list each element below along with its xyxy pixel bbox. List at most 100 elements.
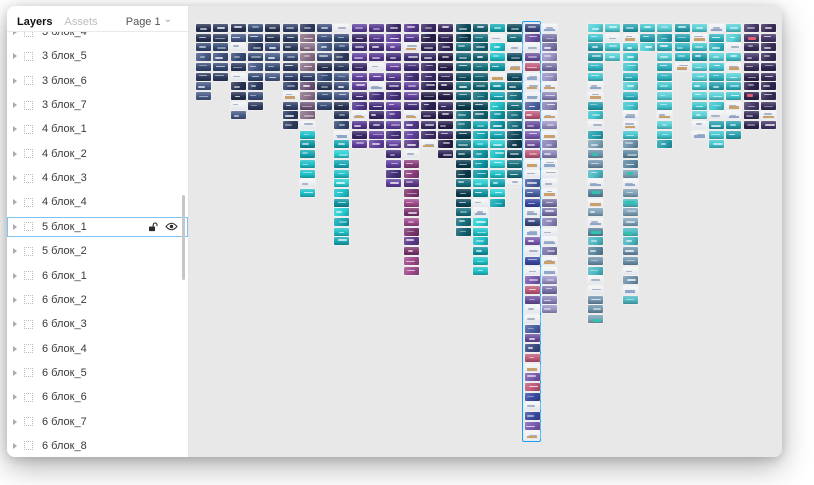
frame-thumbnail[interactable] [334,33,350,42]
frame-thumbnail[interactable] [588,62,603,71]
frame-thumbnail[interactable] [743,33,759,42]
frame-thumbnail[interactable] [472,91,488,100]
layer-row[interactable]: 6 блок_8 [7,434,188,457]
frame-thumbnail[interactable] [420,111,436,120]
frame-thumbnail[interactable] [403,247,419,256]
frame-thumbnail[interactable] [542,82,557,91]
disclosure-triangle-icon[interactable] [13,345,17,352]
frame-thumbnail[interactable] [403,24,419,32]
frame-thumbnail[interactable] [230,53,246,62]
frame-thumbnail[interactable] [490,121,506,129]
frame-thumbnail[interactable] [524,363,540,372]
layer-row[interactable]: 5 блок_1 [7,215,188,239]
frame-thumbnail[interactable] [369,53,384,62]
frame-thumbnail[interactable] [403,140,419,149]
layer-row[interactable]: 4 блок_3 [7,166,188,190]
frame-thumbnail[interactable] [386,140,402,149]
frame-thumbnail[interactable] [230,33,246,42]
frame-thumbnail[interactable] [265,72,281,81]
frame-thumbnail[interactable] [542,179,557,188]
frame-thumbnail[interactable] [507,24,523,32]
frame-thumbnail[interactable] [542,150,557,159]
frame-thumbnail[interactable] [507,62,523,71]
frame-thumbnail[interactable] [403,208,419,217]
frame-thumbnail[interactable] [542,285,557,294]
frame-thumbnail[interactable] [265,33,281,42]
frame-thumbnail[interactable] [490,72,506,81]
frame-thumbnail[interactable] [542,101,557,110]
frame-thumbnail[interactable] [507,130,523,139]
frame-thumbnail[interactable] [334,62,350,71]
frame-thumbnail[interactable] [761,72,776,81]
frame-thumbnail[interactable] [351,111,367,120]
frame-thumbnail[interactable] [403,150,419,159]
frame-thumbnail[interactable] [472,227,488,236]
frame-thumbnail[interactable] [507,101,523,110]
disclosure-triangle-icon[interactable] [13,150,17,157]
frame-thumbnail[interactable] [542,111,557,120]
frame-thumbnail[interactable] [622,179,638,188]
frame-thumbnail[interactable] [282,111,298,120]
frame-thumbnail[interactable] [369,82,384,91]
frame-thumbnail[interactable] [282,33,298,42]
frame-thumbnail[interactable] [743,101,759,110]
frame-thumbnail[interactable] [213,43,229,52]
frame-thumbnail[interactable] [369,140,384,149]
frame-thumbnail[interactable] [507,179,523,188]
frame-thumbnail[interactable] [282,62,298,71]
frame-thumbnail[interactable] [455,150,471,159]
frame-thumbnail[interactable] [639,24,655,32]
frame-thumbnail[interactable] [247,53,263,62]
frame-thumbnail[interactable] [524,82,540,91]
frame-thumbnail[interactable] [334,237,350,246]
frame-thumbnail[interactable] [247,24,263,32]
frame-thumbnail[interactable] [605,53,621,62]
frame-thumbnail[interactable] [369,101,384,110]
frame-thumbnail[interactable] [542,169,557,178]
frame-thumbnail[interactable] [472,218,488,226]
frame-thumbnail[interactable] [709,62,725,71]
frame-thumbnail[interactable] [622,188,638,197]
disclosure-triangle-icon[interactable] [13,296,17,303]
frame-thumbnail[interactable] [726,33,742,42]
frame-thumbnail[interactable] [691,121,707,129]
frame-thumbnail[interactable] [472,256,488,265]
frame-thumbnail[interactable] [317,24,333,32]
frame-thumbnail[interactable] [351,91,367,100]
frame-thumbnail[interactable] [299,179,315,188]
frame-thumbnail[interactable] [542,43,557,52]
frame-thumbnail[interactable] [351,82,367,91]
frame-thumbnail[interactable] [588,150,603,159]
frame-thumbnail[interactable] [691,33,707,42]
frame-thumbnail[interactable] [588,198,603,207]
frame-thumbnail[interactable] [403,256,419,265]
frame-thumbnail[interactable] [622,150,638,159]
frame-thumbnail[interactable] [709,140,725,149]
frame-thumbnail[interactable] [542,188,557,197]
frame-thumbnail[interactable] [351,53,367,62]
page-selector[interactable]: Page 1 ⌄ [126,14,172,28]
frame-thumbnail[interactable] [507,159,523,168]
frame-thumbnail[interactable] [455,91,471,100]
frame-thumbnail[interactable] [438,72,454,81]
frame-thumbnail[interactable] [299,33,315,42]
frame-thumbnail[interactable] [369,130,384,139]
frame-thumbnail[interactable] [213,33,229,42]
frame-thumbnail[interactable] [299,111,315,120]
frame-thumbnail[interactable] [455,62,471,71]
frame-thumbnail[interactable] [542,247,557,256]
disclosure-triangle-icon[interactable] [13,126,17,133]
frame-thumbnail[interactable] [455,33,471,42]
frame-thumbnail[interactable] [622,53,638,62]
frame-thumbnail[interactable] [438,101,454,110]
frame-thumbnail[interactable] [369,43,384,52]
frame-thumbnail[interactable] [490,53,506,62]
frame-thumbnail[interactable] [761,53,776,62]
disclosure-triangle-icon[interactable] [13,394,17,401]
frame-thumbnail[interactable] [420,130,436,139]
frame-thumbnail[interactable] [334,121,350,129]
frame-thumbnail[interactable] [230,91,246,100]
frame-thumbnail[interactable] [524,412,540,420]
frame-thumbnail[interactable] [472,53,488,62]
frame-thumbnail[interactable] [588,72,603,81]
